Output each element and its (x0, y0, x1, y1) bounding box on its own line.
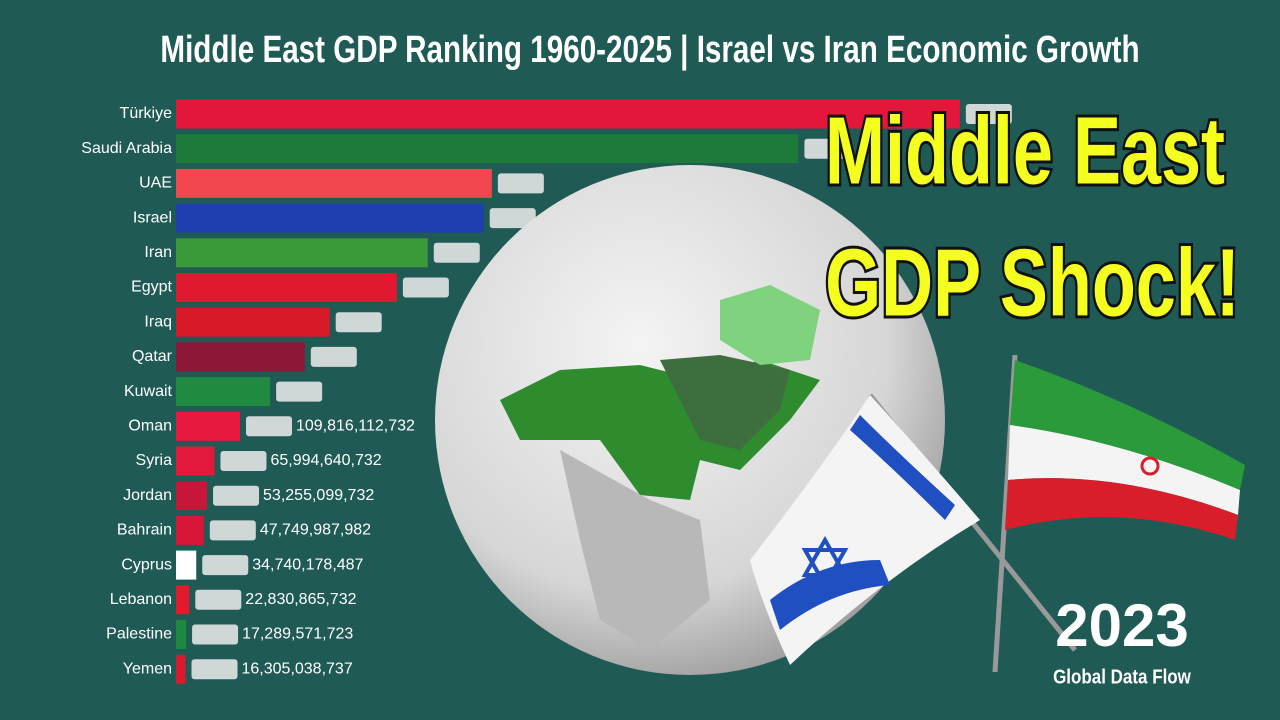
value-label: 53,255,099,732 (263, 487, 374, 504)
bar (176, 620, 187, 649)
value-label: 109,816,112,732 (296, 418, 415, 435)
flag-icon (202, 555, 249, 576)
category-label: Kuwait (124, 383, 173, 400)
land-dark (660, 355, 790, 450)
iran-flag (992, 354, 1245, 673)
chart-title: Middle East GDP Ranking 1960-2025 | Isra… (160, 29, 1139, 71)
category-label: Bahrain (117, 522, 172, 539)
category-label: Yemen (123, 660, 172, 677)
flag-icon (804, 138, 851, 159)
category-label: Egypt (131, 279, 172, 296)
flag-icon (191, 659, 238, 680)
flag-emblem (1140, 456, 1160, 476)
category-label: Oman (128, 418, 172, 435)
land-gray (560, 450, 710, 650)
flag-star (801, 535, 849, 590)
bar (176, 307, 330, 337)
category-label: Türkiye (120, 105, 173, 122)
category-label: Saudi Arabia (81, 140, 172, 157)
flag-icon (195, 589, 242, 610)
bar (176, 515, 204, 545)
bars: Türkiye Saudi Arabia UAE Israel Iran Egypt Ira… (81, 99, 1012, 684)
headline-line: GDP Shock! (825, 228, 1240, 335)
bar (176, 550, 197, 580)
bar (176, 411, 240, 441)
category-label: Iraq (144, 313, 172, 330)
headline-line: Middle East (825, 96, 1225, 203)
flag-icon (209, 520, 256, 541)
value-label: 34,740,178,487 (252, 556, 363, 573)
flag-stripe (850, 415, 955, 520)
flag-icon (402, 277, 449, 298)
value-label: 16,305,038,737 (242, 660, 353, 677)
flag-icon (192, 624, 239, 645)
bar (176, 273, 397, 302)
flag-icon (497, 173, 544, 194)
flag-red (1005, 478, 1238, 540)
flag-white (1008, 425, 1240, 515)
bar (176, 377, 271, 407)
israel-flag (750, 393, 1077, 665)
credit: Global Data Flow (1053, 665, 1191, 688)
bar (176, 481, 208, 511)
bar (176, 168, 492, 198)
land-light (720, 285, 820, 365)
flag-green (1010, 360, 1245, 490)
category-label: Syria (136, 452, 173, 469)
flag-icon (276, 381, 323, 402)
bar (176, 99, 960, 129)
headline: Middle East GDP Shock! (822, 94, 1242, 339)
bar (176, 238, 428, 268)
category-label: Israel (133, 209, 172, 226)
flag-icon (965, 104, 1012, 124)
value-label: 17,289,571,723 (242, 626, 353, 643)
value-label: 65,994,640,732 (270, 452, 381, 469)
category-label: Iran (144, 244, 172, 261)
category-label: Qatar (132, 348, 173, 365)
value-label: 47,749,987,982 (260, 522, 371, 539)
category-label: UAE (139, 175, 172, 192)
category-label: Jordan (123, 487, 172, 504)
bar (176, 342, 305, 372)
flag-icon (433, 242, 480, 263)
flag-stripe (770, 560, 890, 630)
bar (176, 203, 484, 233)
flag-icon (245, 416, 292, 437)
flag-icon (489, 208, 536, 229)
flag-icon (213, 485, 260, 506)
category-label: Lebanon (110, 591, 172, 608)
bar (176, 654, 186, 684)
flag-icon (310, 346, 357, 367)
bar (176, 585, 190, 615)
value-label: 22,830,865,732 (245, 591, 356, 608)
year-label: 2023 (1055, 592, 1188, 659)
bar (176, 134, 799, 164)
flag-icon (335, 312, 382, 333)
flag-icon (220, 451, 267, 471)
bar (176, 446, 215, 476)
category-label: Cyprus (121, 556, 172, 573)
category-label: Palestine (106, 626, 172, 643)
